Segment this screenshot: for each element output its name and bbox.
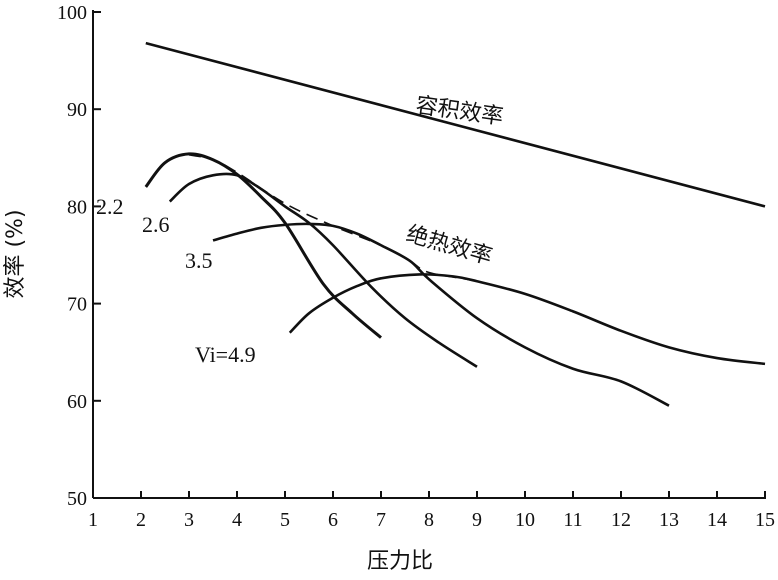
x-tick-label: 13: [659, 509, 679, 531]
label-adiabatic-efficiency: 绝热效率: [404, 221, 495, 269]
series-line-Vi=4.9: [288, 273, 766, 366]
series-line-Vi=2.6: [168, 172, 478, 368]
label-vi-2-6: 2.6: [142, 212, 170, 237]
x-tick-label: 15: [755, 509, 775, 531]
x-tick-label: 8: [424, 509, 434, 531]
series-line-容积效率: [145, 41, 766, 208]
y-tick-label: 100: [57, 2, 87, 24]
x-tick-label: 4: [232, 509, 242, 531]
x-tick-label: 3: [184, 509, 194, 531]
series-line-Vi=2.2: [144, 152, 382, 339]
label-vi-3-5: 3.5: [185, 248, 213, 273]
label-vi-2-2: 2.2: [96, 194, 124, 219]
x-axis-title: 压力比: [367, 549, 433, 574]
x-tick-label: 12: [611, 509, 631, 531]
y-axis-title: 效率 (%): [3, 209, 28, 298]
x-tick-label: 5: [280, 509, 290, 531]
x-tick-label: 2: [136, 509, 146, 531]
x-tick-label: 10: [515, 509, 535, 531]
x-tick-label: 6: [328, 509, 338, 531]
series-line-Vi=3.5: [212, 222, 670, 407]
label-volumetric-efficiency: 容积效率: [414, 92, 505, 129]
y-tick-label: 90: [67, 99, 87, 121]
x-tick-label: 1: [88, 509, 98, 531]
x-tick-label: 14: [707, 509, 727, 531]
x-tick-label: 7: [376, 509, 386, 531]
y-tick-label: 60: [67, 391, 87, 413]
y-tick-label: 70: [67, 294, 87, 316]
x-tick-label: 9: [472, 509, 482, 531]
x-tick-label: 11: [563, 509, 582, 531]
label-vi-4-9: Vi=4.9: [195, 342, 256, 367]
y-tick-label: 50: [67, 488, 87, 510]
y-tick-label: 80: [67, 196, 87, 218]
